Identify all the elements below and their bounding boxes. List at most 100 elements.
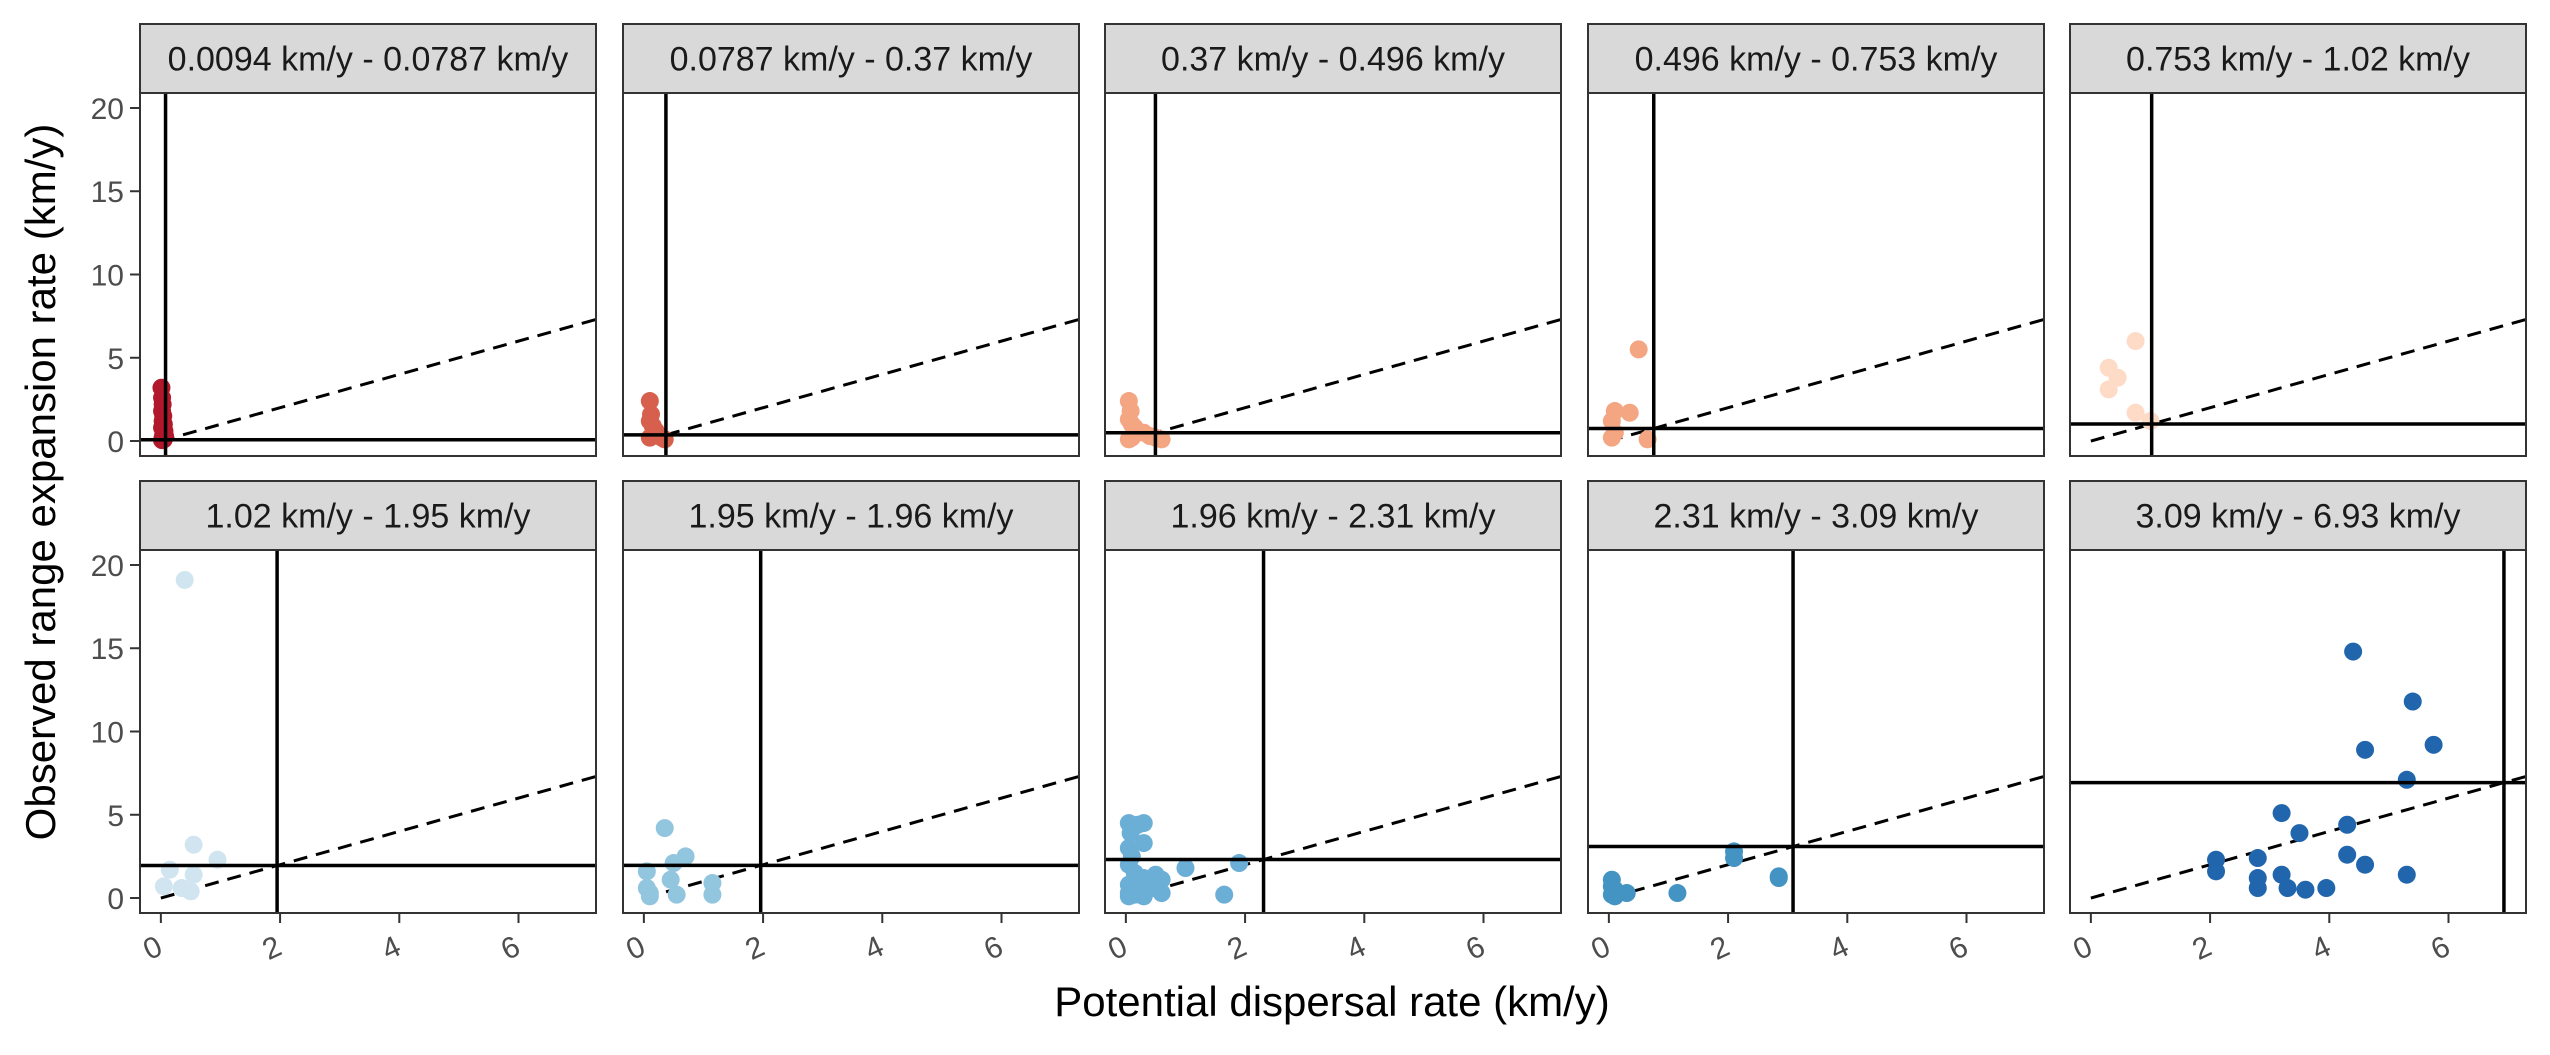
data-point <box>184 835 203 854</box>
y-axis-title: Observed range expansion rate (km/y) <box>17 124 64 841</box>
data-point <box>181 882 200 901</box>
data-point <box>1119 430 1138 449</box>
panel-border <box>2069 92 2527 457</box>
data-point <box>1134 834 1153 853</box>
x-tick-label: 2 <box>1706 930 1735 967</box>
x-tick-label: 4 <box>860 930 889 967</box>
panel-background <box>2070 93 2526 456</box>
data-point <box>160 860 179 879</box>
data-point <box>1725 849 1744 868</box>
data-point <box>2207 862 2226 881</box>
y-tick-label: 10 <box>91 717 124 750</box>
y-tick-label: 5 <box>107 800 124 833</box>
panel-background <box>140 93 596 456</box>
panel-background <box>623 93 1079 456</box>
data-point <box>2403 692 2422 711</box>
data-point <box>184 865 203 884</box>
facet-strip-label: 2.31 km/y - 3.09 km/y <box>1654 498 1979 536</box>
x-tick-label: 6 <box>496 930 525 967</box>
reference-line-dashed <box>1608 775 2044 900</box>
reference-line-dashed <box>160 318 596 443</box>
data-point <box>640 428 659 447</box>
panel-border <box>1104 92 1562 457</box>
facet-strip-label: 0.37 km/y - 0.496 km/y <box>1161 41 1505 79</box>
reference-line-dashed <box>1608 318 2044 443</box>
y-tick-label: 5 <box>107 343 124 376</box>
y-tick-label: 0 <box>107 883 124 916</box>
panel-plot-area <box>623 93 1079 456</box>
panel-plot-area <box>1105 550 1561 913</box>
facet-panel-4: 0.496 km/y - 0.753 km/y <box>1587 23 2045 457</box>
reference-line-dashed <box>643 318 1079 443</box>
panel-plot-area <box>623 550 1079 913</box>
data-point <box>2356 855 2375 874</box>
x-tick-label: 2 <box>741 930 770 967</box>
reference-line-dashed <box>2090 775 2526 900</box>
panel-plot-area <box>1588 550 2044 913</box>
reference-line-dashed <box>160 775 596 900</box>
data-point <box>2338 815 2357 834</box>
facet-strip-label: 0.0787 km/y - 0.37 km/y <box>670 41 1033 79</box>
data-point <box>1769 869 1788 888</box>
reference-line-dashed <box>1125 318 1561 443</box>
data-point <box>2344 642 2363 661</box>
data-point <box>2126 403 2145 422</box>
panel-background <box>2070 550 2526 913</box>
facet-panel-8: 1.96 km/y - 2.31 km/y 0 2 4 6 <box>1103 480 1562 967</box>
panel-background <box>1588 93 2044 456</box>
panel-plot-area <box>140 93 596 456</box>
data-point <box>175 570 194 589</box>
data-point <box>640 392 659 411</box>
data-point <box>154 877 173 896</box>
data-point <box>2099 380 2118 399</box>
panel-border <box>2069 549 2527 914</box>
x-tick-label: 2 <box>1223 930 1252 967</box>
facet-strip-label: 0.753 km/y - 1.02 km/y <box>2126 41 2470 79</box>
panel-background <box>1105 550 1561 913</box>
y-tick-label: 15 <box>91 633 124 666</box>
panel-plot-area <box>2070 93 2526 456</box>
x-tick-label: 0 <box>138 930 167 967</box>
data-point <box>2317 879 2336 898</box>
panel-border <box>1587 549 2045 914</box>
x-tick-label: 4 <box>1825 930 1854 967</box>
data-point <box>655 819 674 838</box>
data-point <box>1668 884 1687 903</box>
data-point <box>2290 824 2309 843</box>
y-tick-label: 10 <box>91 260 124 293</box>
panel-plot-area <box>1105 93 1561 456</box>
data-point <box>2248 849 2267 868</box>
panel-background <box>1588 550 2044 913</box>
data-point <box>2424 735 2443 754</box>
y-tick-label: 15 <box>91 176 124 209</box>
facet-strip-label: 0.0094 km/y - 0.0787 km/y <box>168 41 569 79</box>
facet-panel-10: 3.09 km/y - 6.93 km/y 0 2 4 6 <box>2068 480 2527 967</box>
data-point <box>664 854 683 873</box>
facet-strip <box>1104 23 1562 94</box>
data-point <box>2397 865 2416 884</box>
data-point <box>1134 887 1153 906</box>
data-point <box>661 870 680 889</box>
data-point <box>2272 804 2291 823</box>
x-tick-label: 0 <box>1586 930 1615 967</box>
y-tick-label: 0 <box>107 426 124 459</box>
facet-strip <box>1587 23 2045 94</box>
facet-strip-label: 1.96 km/y - 2.31 km/y <box>1171 498 1496 536</box>
x-axis-title: Potential dispersal rate (km/y) <box>1054 978 1610 1025</box>
data-point <box>2397 770 2416 789</box>
x-tick-label: 0 <box>621 930 650 967</box>
panel-border <box>1587 92 2045 457</box>
facet-strip <box>139 23 597 94</box>
x-tick-label: 6 <box>2426 930 2455 967</box>
data-point <box>2278 879 2297 898</box>
facet-strip-label: 0.496 km/y - 0.753 km/y <box>1635 41 1998 79</box>
data-point <box>2126 332 2145 351</box>
y-tick-label: 20 <box>91 550 124 583</box>
facet-panel-5: 0.753 km/y - 1.02 km/y <box>2069 23 2527 457</box>
facet-strip-label: 1.95 km/y - 1.96 km/y <box>689 498 1014 536</box>
facet-panel-2: 0.0787 km/y - 0.37 km/y <box>622 23 1080 457</box>
data-point <box>2338 845 2357 864</box>
x-tick-label: 6 <box>1461 930 1490 967</box>
panel-border <box>622 549 1080 914</box>
panel-border <box>622 92 1080 457</box>
